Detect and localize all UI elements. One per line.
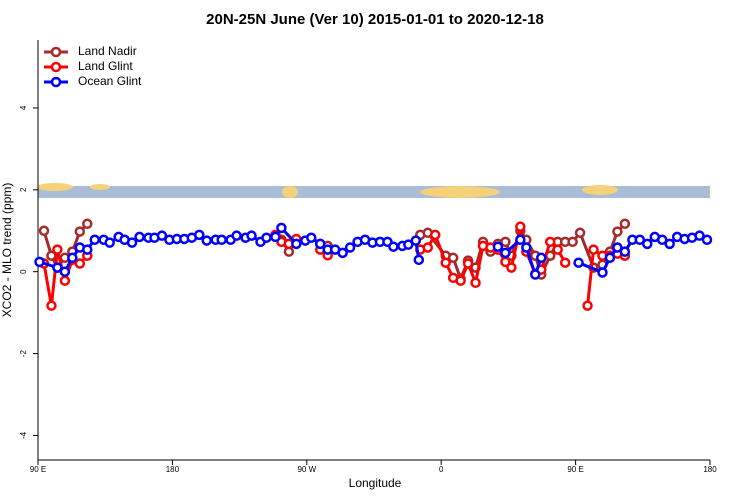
data-point <box>276 222 287 234</box>
data-point <box>82 218 93 230</box>
x-tick-label: 0 <box>439 465 444 474</box>
data-point <box>664 238 675 250</box>
data-point <box>422 242 434 253</box>
data-point <box>530 269 541 280</box>
data-point <box>410 235 422 246</box>
legend-marker <box>50 76 62 88</box>
y-tick-label: 0 <box>19 269 28 274</box>
data-point <box>440 257 451 268</box>
data-point <box>38 225 50 237</box>
y-tick-label: 2 <box>19 187 28 192</box>
data-point <box>52 244 63 255</box>
x-tick-label: 180 <box>703 465 717 474</box>
y-tick-label: -2 <box>19 349 28 357</box>
data-point <box>515 234 526 246</box>
data-point <box>567 236 578 248</box>
data-point <box>619 218 631 230</box>
data-point <box>388 241 399 252</box>
data-point <box>34 256 45 268</box>
data-point <box>413 254 425 266</box>
data-point <box>634 234 646 246</box>
data-point <box>694 230 705 241</box>
data-point <box>216 234 227 246</box>
data-point <box>573 257 584 268</box>
data-point <box>521 242 532 253</box>
data-point <box>74 226 86 237</box>
data-point <box>701 234 713 246</box>
data-point <box>231 230 242 241</box>
data-point <box>126 237 138 248</box>
data-point <box>506 262 517 273</box>
map-strip <box>37 183 710 198</box>
data-point <box>500 247 511 259</box>
y-tick-label: -4 <box>19 431 28 439</box>
data-point <box>194 229 205 241</box>
data-point <box>492 241 504 252</box>
data-point <box>619 246 631 257</box>
data-point <box>89 234 100 246</box>
x-tick-label: 180 <box>166 465 180 474</box>
legend-marker <box>50 61 62 73</box>
data-point <box>337 247 348 259</box>
legend-label: Land Glint <box>78 59 133 73</box>
data-point <box>104 237 115 248</box>
data-point <box>344 242 356 253</box>
data-point <box>559 257 571 268</box>
legend-label: Land Nadir <box>78 44 137 58</box>
data-point <box>588 244 599 255</box>
data-point <box>574 227 586 239</box>
data-point <box>67 252 78 264</box>
data-point <box>403 239 414 250</box>
data-point <box>642 238 653 250</box>
data-point <box>470 277 481 288</box>
data-point <box>604 252 616 264</box>
data-point <box>656 234 668 246</box>
y-tick-label: 4 <box>19 105 28 110</box>
data-point <box>52 262 63 273</box>
data-point <box>544 236 556 248</box>
legend-marker <box>50 46 62 58</box>
data-point <box>46 300 57 311</box>
data-point <box>306 232 317 243</box>
data-point <box>500 236 511 248</box>
data-point <box>134 231 145 243</box>
legend-label: Ocean Glint <box>78 74 142 88</box>
x-tick-label: 90 E <box>30 465 46 474</box>
data-point <box>59 266 71 277</box>
data-point <box>246 230 257 241</box>
data-point <box>582 300 593 311</box>
data-point <box>552 244 563 255</box>
x-axis-label: Longitude <box>349 476 402 490</box>
x-tick-label: 90 E <box>567 465 583 474</box>
data-point <box>536 252 547 264</box>
data-point <box>291 238 302 250</box>
data-point <box>156 230 168 241</box>
data-point <box>462 258 474 269</box>
data-point <box>74 258 86 269</box>
data-point <box>261 232 272 243</box>
data-point <box>515 221 526 232</box>
data-point <box>201 235 212 246</box>
chart-title: 20N-25N June (Ver 10) 2015-01-01 to 2020… <box>206 11 544 28</box>
data-point <box>82 244 93 255</box>
data-point <box>270 231 281 243</box>
data-point <box>429 229 441 241</box>
x-tick-label: 90 W <box>297 465 316 474</box>
data-point <box>314 238 326 250</box>
data-point <box>612 226 623 237</box>
data-point <box>455 275 466 286</box>
y-axis-label: XCO2 - MLO trend (ppm) <box>0 183 14 318</box>
data-point <box>597 267 608 278</box>
data-point <box>612 242 623 253</box>
data-point <box>447 252 459 264</box>
data-point <box>59 275 71 286</box>
